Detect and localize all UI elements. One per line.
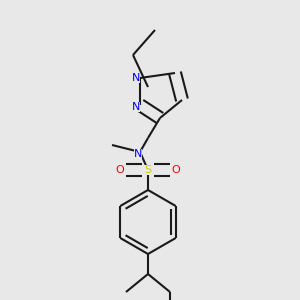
Text: S: S (144, 165, 152, 175)
Text: N: N (134, 149, 142, 159)
Text: N: N (132, 102, 140, 112)
Text: O: O (116, 165, 124, 175)
Text: O: O (172, 165, 180, 175)
Text: N: N (132, 73, 140, 83)
